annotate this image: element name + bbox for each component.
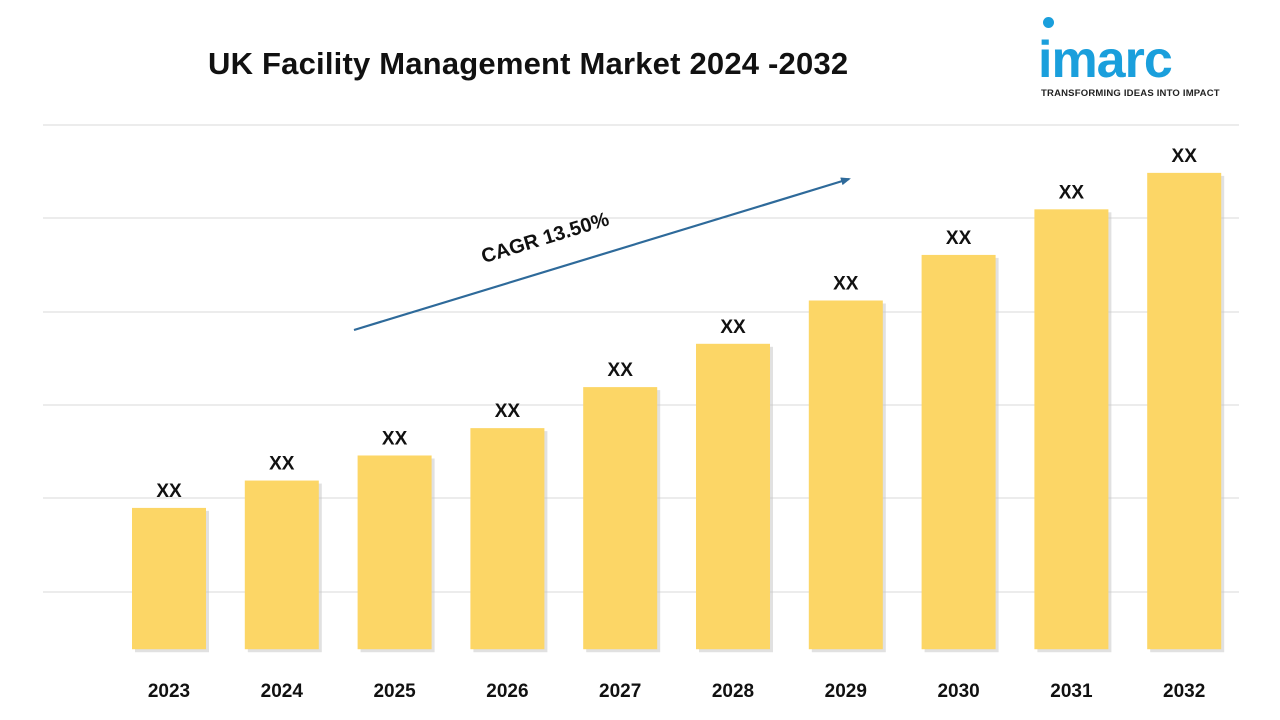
data-label-2032: XX <box>1172 146 1198 167</box>
x-tick-2024: 2024 <box>261 681 304 702</box>
bar-2030 <box>921 254 996 650</box>
bar-2032 <box>1147 172 1222 650</box>
x-tick-2032: 2032 <box>1163 681 1205 702</box>
data-label-2028: XX <box>720 317 746 338</box>
bar-2027 <box>583 387 658 650</box>
x-tick-2030: 2030 <box>937 681 979 702</box>
bars <box>132 172 1225 653</box>
logo-dot-icon <box>1043 17 1054 28</box>
bar-2024 <box>244 480 319 650</box>
x-tick-2023: 2023 <box>148 681 190 702</box>
data-label-2029: XX <box>833 273 859 294</box>
data-label-2024: XX <box>269 454 295 475</box>
data-label-2025: XX <box>382 428 408 449</box>
x-axis-ticks: 2023 2024 2025 2026 2027 2028 2029 2030 2031 2032 <box>148 681 1205 702</box>
logo-word: imarc <box>1038 31 1173 89</box>
logo-tagline: TRANSFORMING IDEAS INTO IMPACT <box>1041 88 1220 99</box>
bar-2023 <box>132 507 206 650</box>
x-tick-2031: 2031 <box>1050 681 1093 702</box>
bar-2029 <box>808 300 883 650</box>
data-label-2030: XX <box>946 228 972 249</box>
data-label-2027: XX <box>608 360 634 381</box>
cagr-label: CAGR 13.50% <box>479 208 612 268</box>
cagr-arrow <box>353 177 851 332</box>
bar-2026 <box>470 428 545 650</box>
bar-2031 <box>1034 209 1109 650</box>
x-tick-2026: 2026 <box>486 681 528 702</box>
data-label-2026: XX <box>495 401 521 422</box>
bar-2025 <box>357 455 432 650</box>
bar-labels: XX XX XX XX XX XX XX XX XX XX <box>156 146 1197 502</box>
imarc-logo: imarc TRANSFORMING IDEAS INTO IMPACT <box>1038 14 1238 100</box>
data-label-2023: XX <box>156 481 182 502</box>
cagr-annotation: CAGR 13.50% <box>353 177 851 332</box>
x-tick-2025: 2025 <box>373 681 416 702</box>
x-tick-2029: 2029 <box>825 681 867 702</box>
x-tick-2027: 2027 <box>599 681 641 702</box>
x-tick-2028: 2028 <box>712 681 754 702</box>
bar-2028 <box>696 343 770 650</box>
data-label-2031: XX <box>1059 182 1085 203</box>
chart-title: UK Facility Management Market 2024 -2032 <box>208 46 849 81</box>
